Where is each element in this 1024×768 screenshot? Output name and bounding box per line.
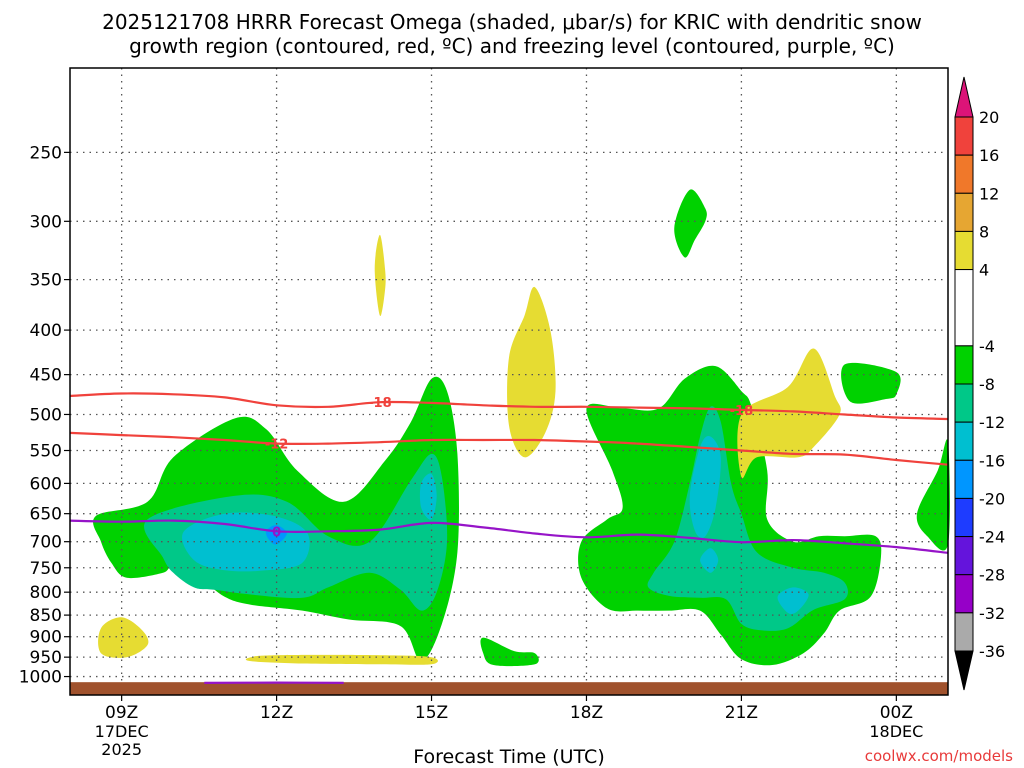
- y-tick-label-350: 350: [30, 271, 62, 291]
- dgz-top-line: [69, 392, 949, 421]
- lift-green-low: [480, 637, 539, 667]
- x-tick-label-00Z: 00Z: [880, 703, 913, 723]
- colorbar-label--36: -36: [979, 642, 1005, 661]
- sink-yellow-d: [98, 617, 149, 658]
- colorbar-label-12: 12: [979, 184, 999, 203]
- colorbar: 20 16 12 8 4 -4 -8 -12 -16 -20 -24 -28 -32 -36: [954, 76, 1005, 691]
- freezing-level-label: 0: [272, 525, 281, 540]
- y-tick-label-900: 900: [30, 628, 62, 648]
- x-tick-label-18Z: 18Z: [570, 703, 603, 723]
- colorbar-bottom-arrow: [954, 650, 974, 691]
- colorbar-label-16: 16: [979, 146, 999, 165]
- chart-title-line1: 2025121708 HRRR Forecast Omega (shaded, …: [102, 10, 922, 34]
- lift-cyan-east-b: [700, 548, 719, 573]
- dgz-top-label: -18: [730, 404, 754, 419]
- colorbar-label-8: 8: [979, 222, 989, 241]
- colorbar-label--28: -28: [979, 566, 1005, 585]
- colorbar-label--12: -12: [979, 413, 1005, 432]
- lift-cyan-east-c: [777, 587, 809, 615]
- dgz-top-label: -18: [368, 396, 392, 411]
- isotherm-contours: -18 -18 -12 0: [69, 392, 949, 684]
- plot-frame: [69, 67, 949, 696]
- colorbar-band-16-20: [954, 116, 974, 156]
- y-tick-label-800: 800: [30, 583, 62, 603]
- y-tick-label-1000: 1000: [19, 668, 62, 688]
- y-tick-label-950: 950: [30, 648, 62, 668]
- y-axis-ticks: 2503003504004505005506006507007508008509…: [19, 143, 70, 688]
- colorbar-label--20: -20: [979, 489, 1005, 508]
- lift-cyan-east-a: [689, 435, 721, 539]
- x-tick-label-12Z: 12Z: [260, 703, 293, 723]
- y-tick-label-300: 300: [30, 212, 62, 232]
- y-tick-label-500: 500: [30, 405, 62, 425]
- lift-green-edge: [916, 439, 950, 551]
- colorbar-band--16--12: [954, 421, 974, 461]
- colorbar-band--28--24: [954, 536, 974, 576]
- y-tick-label-550: 550: [30, 442, 62, 462]
- x-tick-label-15Z: 15Z: [415, 703, 448, 723]
- colorbar-label--4: -4: [979, 337, 995, 356]
- colorbar-label--8: -8: [979, 375, 995, 394]
- colorbar-band--12--8: [954, 383, 974, 423]
- x-tick-label-21Z: 21Z: [725, 703, 758, 723]
- y-tick-label-650: 650: [30, 505, 62, 525]
- y-tick-label-850: 850: [30, 606, 62, 626]
- colorbar-label--16: -16: [979, 451, 1005, 470]
- lift-green-upper-a: [674, 189, 707, 258]
- colorbar-label--32: -32: [979, 604, 1005, 623]
- sink-yellow-c: [737, 348, 841, 479]
- y-tick-label-750: 750: [30, 559, 62, 579]
- y-tick-label-450: 450: [30, 366, 62, 386]
- x-tick-date-00Z: 18DEC: [869, 722, 923, 741]
- colorbar-band--36--32: [954, 612, 974, 652]
- colorbar-label--24: -24: [979, 528, 1005, 547]
- ground-layer: [70, 682, 948, 695]
- lift-cyan-upper: [419, 473, 437, 520]
- chart-title-line2: growth region (contoured, red, ºC) and f…: [129, 34, 895, 58]
- y-tick-label-700: 700: [30, 533, 62, 553]
- x-axis-label: Forecast Time (UTC): [413, 746, 604, 768]
- dgz-bottom-line: [69, 431, 949, 466]
- x-tick-year-09Z: 2025: [101, 740, 142, 759]
- x-tick-date-09Z: 17DEC: [95, 722, 149, 741]
- y-tick-label-250: 250: [30, 143, 62, 163]
- colorbar-band--24--20: [954, 497, 974, 538]
- colorbar-band-8-12: [954, 192, 974, 232]
- y-tick-label-400: 400: [30, 321, 62, 341]
- colorbar-top-arrow: [954, 76, 974, 118]
- colorbar-label-20: 20: [979, 108, 999, 127]
- colorbar-band--4-4: [954, 269, 974, 347]
- lift-green-upper-b: [841, 362, 901, 404]
- x-tick-label-09Z: 09Z: [105, 703, 138, 723]
- colorbar-band--8--4: [954, 345, 974, 385]
- colorbar-band-12-16: [954, 154, 974, 194]
- colorbar-band-4-8: [954, 230, 974, 271]
- freezing-level-line: [69, 519, 949, 554]
- watermark-text: coolwx.com/models: [865, 747, 1013, 765]
- colorbar-band--20--16: [954, 459, 974, 499]
- dgz-bottom-label: -12: [265, 438, 289, 453]
- y-tick-label-600: 600: [30, 474, 62, 494]
- colorbar-label-4: 4: [979, 261, 989, 280]
- colorbar-band--32--28: [954, 574, 974, 614]
- sink-yellow-a: [374, 234, 386, 317]
